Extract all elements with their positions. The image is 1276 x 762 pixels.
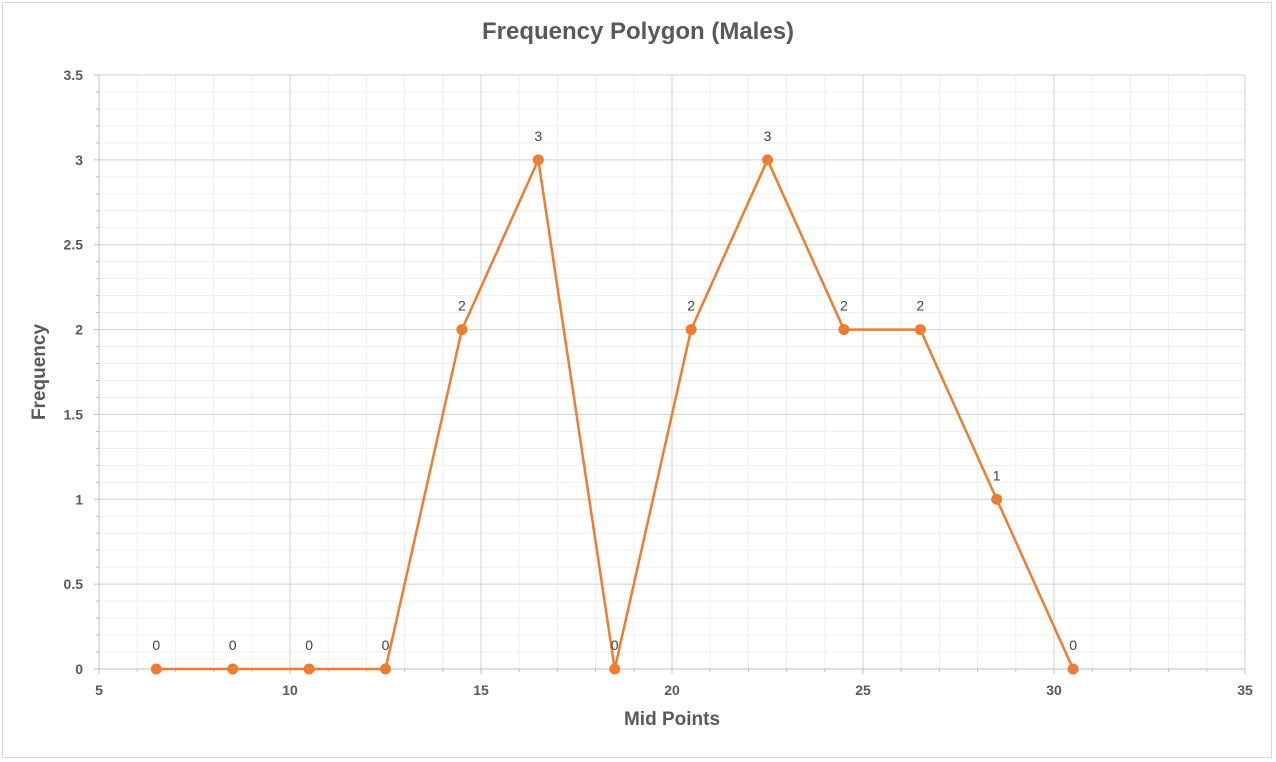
data-label: 2 <box>458 298 466 314</box>
y-tick-label: 0 <box>75 661 83 677</box>
data-labels: 0 0 0 0 2 3 0 2 3 2 2 1 0 <box>152 128 1077 653</box>
data-point <box>685 324 697 336</box>
series-frequency <box>150 154 1079 675</box>
data-label: 0 <box>305 637 313 653</box>
y-tick-label: 2.5 <box>64 237 84 253</box>
data-label: 0 <box>1069 637 1077 653</box>
data-label: 1 <box>993 467 1001 483</box>
y-tick-label: 1.5 <box>64 406 84 422</box>
data-label: 0 <box>611 637 619 653</box>
y-tick-label: 1 <box>75 491 83 507</box>
x-tick-label: 20 <box>664 682 680 698</box>
y-tick-label: 3.5 <box>64 67 84 83</box>
chart-title: Frequency Polygon (Males) <box>481 18 795 45</box>
data-point <box>380 663 391 675</box>
data-label: 0 <box>382 637 390 653</box>
x-tick-label: 10 <box>282 682 298 698</box>
data-point <box>609 663 621 675</box>
data-point <box>762 154 773 166</box>
data-label: 2 <box>916 298 924 314</box>
data-point <box>227 663 239 675</box>
data-point <box>456 324 468 336</box>
x-tick-label: 15 <box>473 682 489 698</box>
x-tick-label: 5 <box>95 682 103 698</box>
data-point <box>532 154 544 166</box>
data-label: 3 <box>534 128 542 144</box>
y-tick-label: 2 <box>75 322 83 338</box>
major-gridlines <box>98 74 1246 670</box>
y-tick-label: 0.5 <box>64 576 84 592</box>
data-point <box>1067 663 1079 675</box>
data-label: 0 <box>229 637 237 653</box>
data-point <box>914 324 926 336</box>
x-tick-label: 35 <box>1237 682 1253 698</box>
y-tick-label: 3 <box>75 152 83 168</box>
data-point <box>838 324 850 336</box>
data-label: 2 <box>687 298 695 314</box>
data-point <box>303 663 315 675</box>
x-tick-label: 25 <box>855 682 871 698</box>
data-label: 2 <box>840 298 848 314</box>
data-point <box>150 663 162 675</box>
data-point <box>991 493 1003 505</box>
data-label: 3 <box>764 128 772 144</box>
x-tick-label: 30 <box>1046 682 1062 698</box>
data-label: 0 <box>152 637 160 653</box>
x-axis-title: Mid Points <box>623 709 721 730</box>
